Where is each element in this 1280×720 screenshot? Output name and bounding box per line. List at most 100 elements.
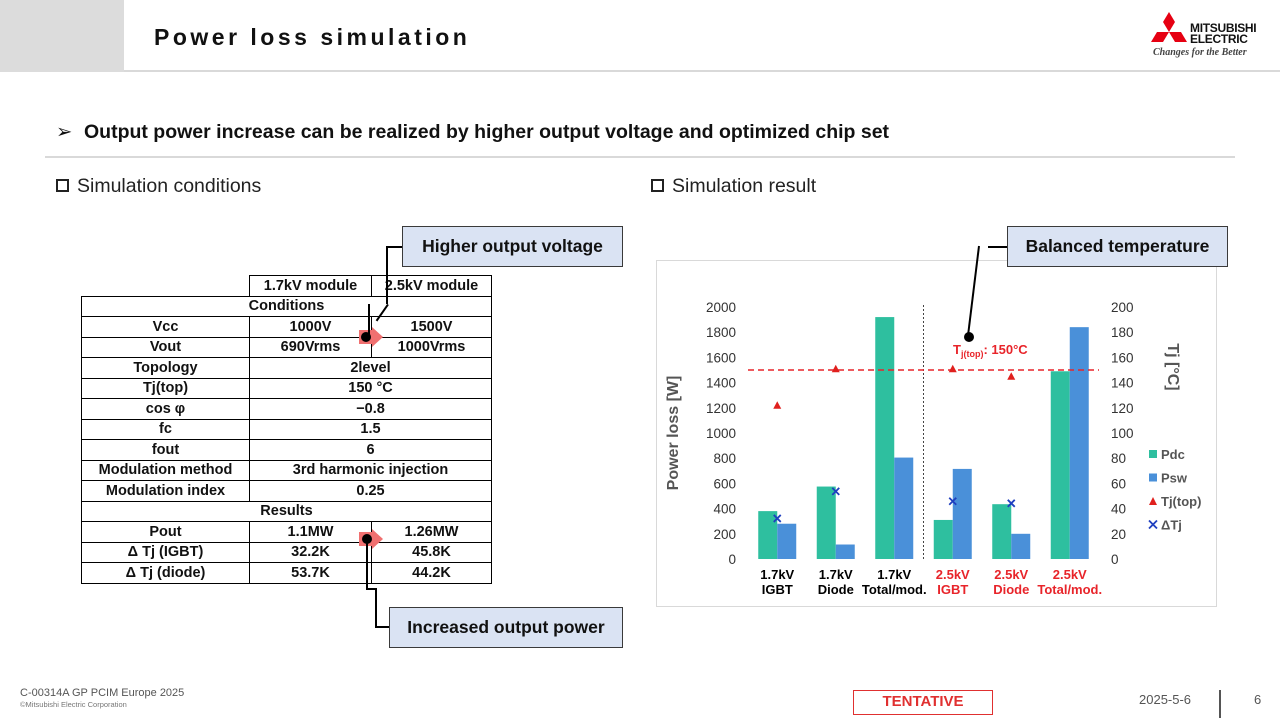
footer-document-code: C-00314A GP PCIM Europe 2025 (20, 687, 185, 699)
bar-psw (894, 457, 914, 559)
y-tick-label: 200 (713, 527, 736, 542)
bar-psw (1069, 327, 1089, 559)
x-tick-label: 1.7kV (760, 567, 794, 582)
logo-text-mitsubishi: MITSUBISHI (1190, 21, 1257, 35)
x-tick-label: 2.5kV (1053, 567, 1087, 582)
bar-pdc (1050, 371, 1070, 559)
callout-leader-line (988, 246, 1007, 248)
y-axis-title: Power loss [W] (665, 376, 682, 491)
marker-delta-tj (773, 514, 782, 523)
tentative-badge: TENTATIVE (853, 690, 993, 715)
x-tick-label: IGBT (762, 582, 793, 597)
bar-psw (777, 523, 797, 559)
checkbox-bullet-icon (56, 179, 69, 192)
x-tick-label: 2.5kV (994, 567, 1028, 582)
marker-tj-top (1007, 372, 1016, 380)
divider-line (45, 156, 1235, 158)
x-tick-label: Diode (993, 582, 1029, 597)
footer-date: 2025-5-6 (1139, 692, 1192, 707)
callout-leader-line (375, 626, 389, 628)
logo-tagline: Changes for the Better (1153, 47, 1247, 58)
table-row: Modulation index 0.25 (81, 480, 492, 502)
simulation-conditions-heading: Simulation conditions (56, 175, 261, 198)
table-row: fc 1.5 (81, 418, 492, 440)
legend-swatch (1149, 497, 1157, 505)
main-bullet: ➢ Output power increase can be realized b… (56, 120, 889, 144)
callout-leader-line (366, 588, 376, 590)
callout-anchor-dot (964, 332, 974, 342)
table-row: Tj(top) 150 °C (81, 377, 492, 399)
y-tick-label: 1200 (706, 401, 736, 416)
marker-delta-tj (1007, 499, 1016, 508)
y2-tick-label: 20 (1111, 527, 1126, 542)
legend-label: Tj(top) (1161, 494, 1201, 509)
x-tick-label: 1.7kV (819, 567, 853, 582)
y2-axis-title: Tj [°C] (1164, 343, 1181, 390)
table-row: Δ Tj (diode) 53.7K 44.2K (81, 562, 492, 584)
checkbox-bullet-icon (651, 179, 664, 192)
legend-swatch (1149, 473, 1157, 482)
callout-anchor-dot (361, 332, 371, 342)
results-header: Results (81, 500, 492, 522)
conditions-table: 1.7kV module 2.5kV module Conditions Vcc… (81, 275, 492, 584)
legend-swatch (1149, 450, 1157, 458)
conditions-header: Conditions (81, 295, 492, 317)
footer-divider (1219, 690, 1221, 718)
bar-pdc (758, 511, 778, 559)
x-tick-label: Diode (818, 582, 854, 597)
table-row: fout 6 (81, 439, 492, 461)
power-loss-chart: 0 200 400 600 800 1000 1200 1400 1600 1800 2000 0 20… (665, 300, 1201, 597)
legend-swatch (1148, 519, 1158, 530)
table-row: Modulation method 3rd harmonic injection (81, 459, 492, 481)
marker-delta-tj (948, 497, 957, 506)
page-number: 6 (1254, 692, 1262, 707)
title-accent-block (0, 0, 124, 72)
marker-delta-tj (831, 487, 840, 496)
y2-tick-label: 160 (1111, 350, 1134, 365)
bar-pdc (992, 504, 1012, 559)
callout-leader-line (386, 246, 388, 304)
table-row: Pout 1.1MW 1.26MW (81, 521, 492, 543)
y-tick-label: 0 (728, 552, 736, 567)
callout-leader-line (366, 539, 368, 589)
y-tick-label: 1800 (706, 325, 736, 340)
legend-label: Pdc (1161, 447, 1185, 462)
bar-pdc (933, 519, 953, 559)
title-bar (124, 0, 1280, 72)
x-tick-label: IGBT (937, 582, 968, 597)
footer-copyright: ©Mitsubishi Electric Corporation (20, 700, 127, 709)
legend-label: ΔTj (1161, 518, 1182, 533)
y-tick-label: 600 (713, 476, 736, 491)
table-row: Vout 690Vrms 1000Vrms (81, 336, 492, 358)
table-row: Δ Tj (IGBT) 32.2K 45.8K (81, 541, 492, 563)
bar-psw (952, 468, 972, 559)
simulation-result-heading: Simulation result (651, 175, 816, 198)
reference-line-label: Tj(top): 150°C (953, 342, 1028, 359)
table-corner (81, 275, 250, 297)
marker-tj-top (831, 364, 840, 373)
y-tick-label: 400 (713, 502, 736, 517)
logo-text-electric: ELECTRIC (1190, 32, 1248, 46)
table-row: cos φ −0.8 (81, 398, 492, 420)
y2-tick-label: 200 (1111, 300, 1134, 315)
bar-pdc (875, 317, 895, 559)
y2-tick-label: 140 (1111, 376, 1134, 391)
y2-tick-label: 40 (1111, 502, 1126, 517)
callout-leader-line (386, 246, 402, 248)
arrow-bullet-icon: ➢ (56, 121, 73, 143)
x-tick-label: 2.5kV (936, 567, 970, 582)
x-tick-label: Total/mod. (1037, 582, 1102, 597)
bar-psw (835, 544, 855, 559)
x-tick-label: 1.7kV (877, 567, 911, 582)
y-tick-label: 1600 (706, 350, 736, 365)
y-tick-label: 1400 (706, 376, 736, 391)
y2-tick-label: 180 (1111, 325, 1134, 340)
bar-pdc (816, 486, 836, 559)
callout-leader-line (368, 304, 370, 334)
marker-tj-top (948, 364, 957, 373)
main-bullet-text: Output power increase can be realized by… (84, 121, 890, 143)
callout-increased-output-power: Increased output power (389, 607, 623, 648)
mitsubishi-logo-icon (1151, 12, 1187, 42)
col-header: 2.5kV module (371, 275, 492, 297)
y-tick-label: 1000 (706, 426, 736, 441)
